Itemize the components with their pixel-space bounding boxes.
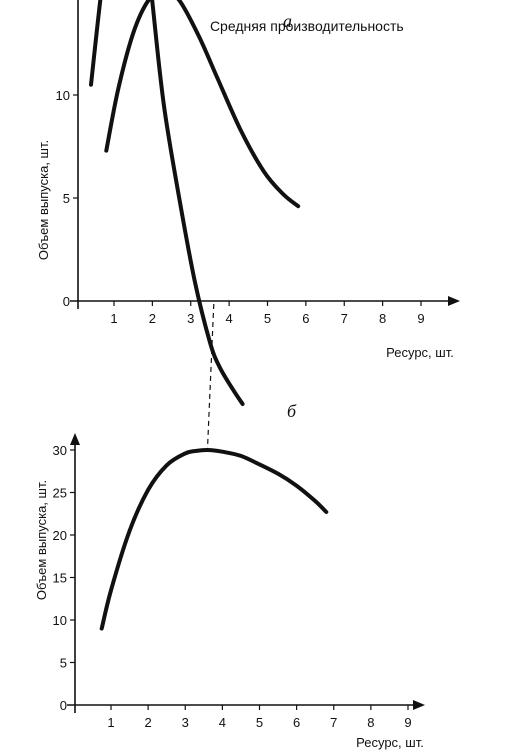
x-tick-label: 4	[219, 715, 226, 730]
x-axis-arrow	[448, 296, 460, 306]
x-tick-label: 3	[187, 311, 194, 326]
y-tick-label: 5	[63, 191, 70, 206]
y-tick-label: 20	[53, 528, 67, 543]
y-axis-arrow	[70, 433, 80, 445]
x-tick-label: 6	[302, 311, 309, 326]
x-tick-label: 7	[341, 311, 348, 326]
series-line-1-0	[99, 447, 329, 631]
y-tick-label: 30	[53, 443, 67, 458]
y-tick-label: 10	[53, 613, 67, 628]
y-tick-label: 0	[63, 294, 70, 309]
x-tick-label: 9	[404, 715, 411, 730]
x-tick-label: 7	[330, 715, 337, 730]
y-tick-label: 10	[56, 88, 70, 103]
panel-b-x-axis-label: Ресурс, шт.	[356, 735, 424, 750]
x-tick-label: 4	[226, 311, 233, 326]
x-tick-label: 1	[110, 311, 117, 326]
series-line-0-1	[104, 0, 301, 209]
dashed-connector	[206, 303, 215, 449]
y-tick-label: 25	[53, 486, 67, 501]
x-axis-arrow	[413, 700, 425, 710]
x-tick-label: 1	[107, 715, 114, 730]
x-tick-label: 3	[182, 715, 189, 730]
x-tick-label: 8	[367, 715, 374, 730]
panel-b-letter: б	[287, 401, 297, 421]
series-line-0-0	[89, 0, 245, 406]
x-tick-label: 8	[379, 311, 386, 326]
panel-b-y-axis-label: Объем выпуска, шт.	[34, 480, 49, 600]
panel-b-chart: б Объем выпуска, шт. Ресурс, шт. 0510152…	[34, 401, 425, 750]
x-tick-label: 5	[256, 715, 263, 730]
panel-a-chart: а Объем выпуска, шт. Ресурс, шт. 0510152…	[36, 0, 460, 406]
x-tick-label: 6	[293, 715, 300, 730]
x-tick-label: 2	[145, 715, 152, 730]
x-tick-label: 5	[264, 311, 271, 326]
x-tick-label: 9	[417, 311, 424, 326]
y-tick-label: 15	[53, 571, 67, 586]
panel-a-y-axis-label: Объем выпуска, шт.	[36, 140, 51, 260]
x-tick-label: 2	[149, 311, 156, 326]
series-label-0-1: Средняя производительность	[210, 18, 404, 34]
y-tick-label: 0	[60, 698, 67, 713]
panel-a-x-axis-label: Ресурс, шт.	[386, 345, 454, 360]
y-tick-label: 5	[60, 656, 67, 671]
panel-a-letter: а	[283, 11, 292, 31]
